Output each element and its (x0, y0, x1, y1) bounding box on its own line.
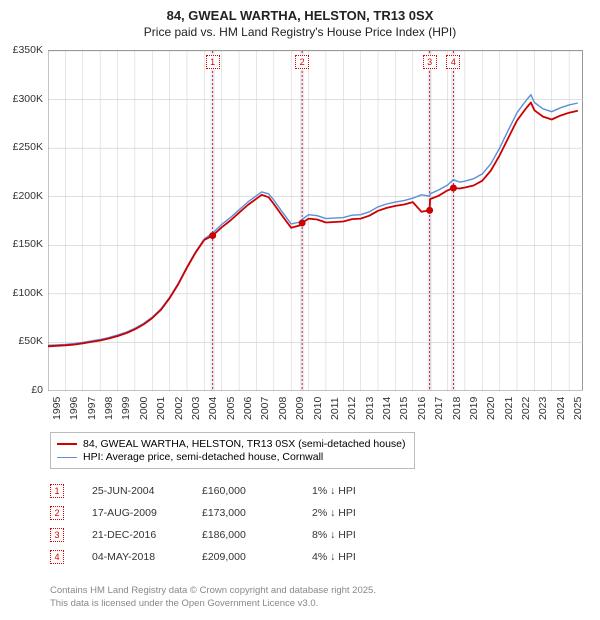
sale-diff: 2% ↓ HPI (312, 507, 402, 519)
legend-item: 84, GWEAL WARTHA, HELSTON, TR13 0SX (sem… (57, 438, 406, 450)
x-tick-label: 2018 (451, 397, 463, 420)
x-tick-label: 2019 (468, 397, 480, 420)
x-tick-label: 2010 (312, 397, 324, 420)
legend-label: HPI: Average price, semi-detached house,… (83, 451, 323, 463)
legend: 84, GWEAL WARTHA, HELSTON, TR13 0SX (sem… (50, 432, 415, 469)
chart-svg (48, 51, 583, 391)
x-tick-label: 2013 (364, 397, 376, 420)
x-tick-label: 2004 (207, 397, 219, 420)
x-tick-label: 2023 (537, 397, 549, 420)
x-tick-label: 2009 (294, 397, 306, 420)
sale-date: 17-AUG-2009 (92, 507, 202, 519)
sale-price: £186,000 (202, 529, 312, 541)
x-tick-label: 2001 (155, 397, 167, 420)
x-tick-label: 1996 (68, 397, 80, 420)
x-tick-label: 2017 (433, 397, 445, 420)
x-tick-label: 2014 (381, 397, 393, 420)
event-marker-2: 2 (295, 55, 309, 69)
event-marker-3: 3 (423, 55, 437, 69)
sale-row: 2 17-AUG-2009£173,0002% ↓ HPI (50, 502, 402, 524)
y-tick-label: £100K (13, 287, 43, 299)
y-tick-label: £0 (31, 384, 43, 396)
sale-price: £160,000 (202, 485, 312, 497)
sale-marker-icon: 1 (50, 484, 64, 498)
x-tick-label: 2005 (225, 397, 237, 420)
y-tick-label: £200K (13, 190, 43, 202)
sale-diff: 1% ↓ HPI (312, 485, 402, 497)
footer-line1: Contains HM Land Registry data © Crown c… (50, 585, 376, 597)
x-tick-label: 2015 (398, 397, 410, 420)
legend-item: HPI: Average price, semi-detached house,… (57, 451, 406, 463)
sales-table: 1 25-JUN-2004£160,0001% ↓ HPI 2 17-AUG-2009… (50, 480, 402, 568)
chart-container: 84, GWEAL WARTHA, HELSTON, TR13 0SX Pric… (0, 0, 600, 620)
y-tick-label: £300K (13, 93, 43, 105)
y-tick-label: £150K (13, 238, 43, 250)
x-axis: 1995 1996 1997 1998 1999 2000 2001 2002 2003 2004… (48, 392, 583, 432)
x-tick-label: 2006 (242, 397, 254, 420)
sale-date: 04-MAY-2018 (92, 551, 202, 563)
x-tick-label: 2020 (485, 397, 497, 420)
x-tick-label: 2011 (329, 397, 341, 420)
x-tick-label: 1997 (86, 397, 98, 420)
x-tick-label: 2012 (346, 397, 358, 420)
title-line2: Price paid vs. HM Land Registry's House … (0, 25, 600, 39)
x-tick-label: 2024 (555, 397, 567, 420)
footer-line2: This data is licensed under the Open Gov… (50, 598, 376, 610)
x-tick-label: 1998 (103, 397, 115, 420)
x-tick-label: 1999 (120, 397, 132, 420)
sale-row: 1 25-JUN-2004£160,0001% ↓ HPI (50, 480, 402, 502)
x-tick-label: 2000 (138, 397, 150, 420)
sale-marker-icon: 3 (50, 528, 64, 542)
x-tick-label: 2022 (520, 397, 532, 420)
y-axis: £0£50K£100K£150K£200K£250K£300K£350K (0, 50, 46, 390)
x-tick-label: 2016 (416, 397, 428, 420)
sale-marker-icon: 2 (50, 506, 64, 520)
sale-row: 4 04-MAY-2018£209,0004% ↓ HPI (50, 546, 402, 568)
plot-area: 1 2 34 (48, 50, 583, 390)
legend-label: 84, GWEAL WARTHA, HELSTON, TR13 0SX (sem… (83, 438, 406, 450)
y-tick-label: £50K (18, 335, 43, 347)
event-marker-4: 4 (446, 55, 460, 69)
x-tick-label: 2007 (259, 397, 271, 420)
sale-price: £209,000 (202, 551, 312, 563)
sale-date: 25-JUN-2004 (92, 485, 202, 497)
x-tick-label: 1995 (51, 397, 63, 420)
x-tick-label: 2002 (173, 397, 185, 420)
x-tick-label: 2025 (572, 397, 584, 420)
title-line1: 84, GWEAL WARTHA, HELSTON, TR13 0SX (0, 8, 600, 23)
x-tick-label: 2003 (190, 397, 202, 420)
y-tick-label: £350K (13, 44, 43, 56)
x-tick-label: 2021 (503, 397, 515, 420)
y-tick-label: £250K (13, 141, 43, 153)
x-tick-label: 2008 (277, 397, 289, 420)
title-block: 84, GWEAL WARTHA, HELSTON, TR13 0SX Pric… (0, 0, 600, 43)
sale-date: 21-DEC-2016 (92, 529, 202, 541)
sale-diff: 8% ↓ HPI (312, 529, 402, 541)
legend-swatch (57, 443, 77, 445)
legend-swatch (57, 457, 77, 458)
sale-marker-icon: 4 (50, 550, 64, 564)
footer: Contains HM Land Registry data © Crown c… (50, 585, 376, 610)
sale-price: £173,000 (202, 507, 312, 519)
event-marker-1: 1 (206, 55, 220, 69)
sale-row: 3 21-DEC-2016£186,0008% ↓ HPI (50, 524, 402, 546)
sale-diff: 4% ↓ HPI (312, 551, 402, 563)
